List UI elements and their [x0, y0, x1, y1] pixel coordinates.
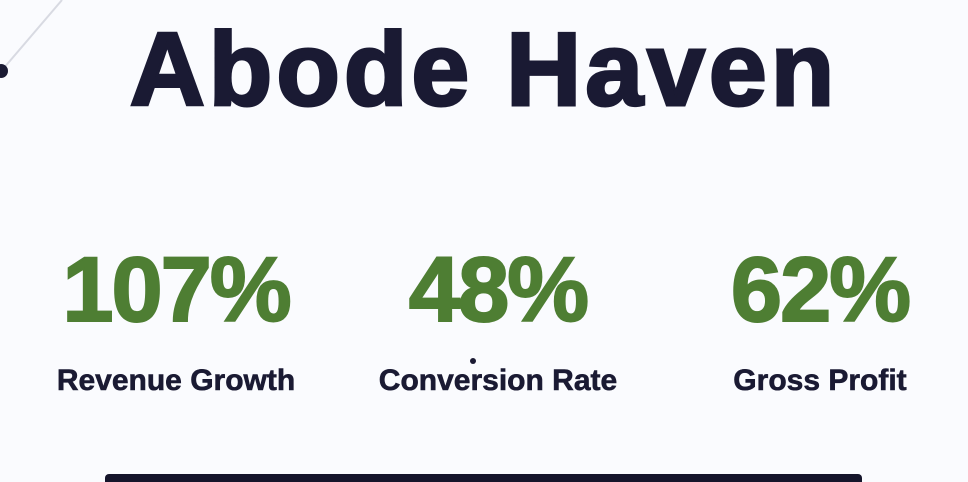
- stat-value-gross-profit: 62%: [730, 239, 912, 341]
- stat-gross-profit: 62% Gross Profit: [730, 239, 912, 397]
- stat-value-revenue-growth: 107%: [61, 239, 292, 341]
- stat-label-conversion-rate: Conversion Rate: [378, 364, 618, 397]
- horizontal-scrollbar-thumb[interactable]: [105, 474, 862, 482]
- stat-value-conversion-rate: 48%: [408, 239, 590, 341]
- decorative-diagonal-line: [2, 0, 63, 70]
- line-endpoint-dot: [0, 64, 8, 78]
- stat-revenue-growth: 107% Revenue Growth: [56, 239, 296, 397]
- decorative-dot: [470, 358, 476, 364]
- page-title: Abode Haven: [128, 12, 839, 128]
- stat-conversion-rate: 48% Conversion Rate: [378, 239, 618, 397]
- stat-label-revenue-growth: Revenue Growth: [56, 364, 296, 397]
- stat-label-gross-profit: Gross Profit: [733, 364, 907, 397]
